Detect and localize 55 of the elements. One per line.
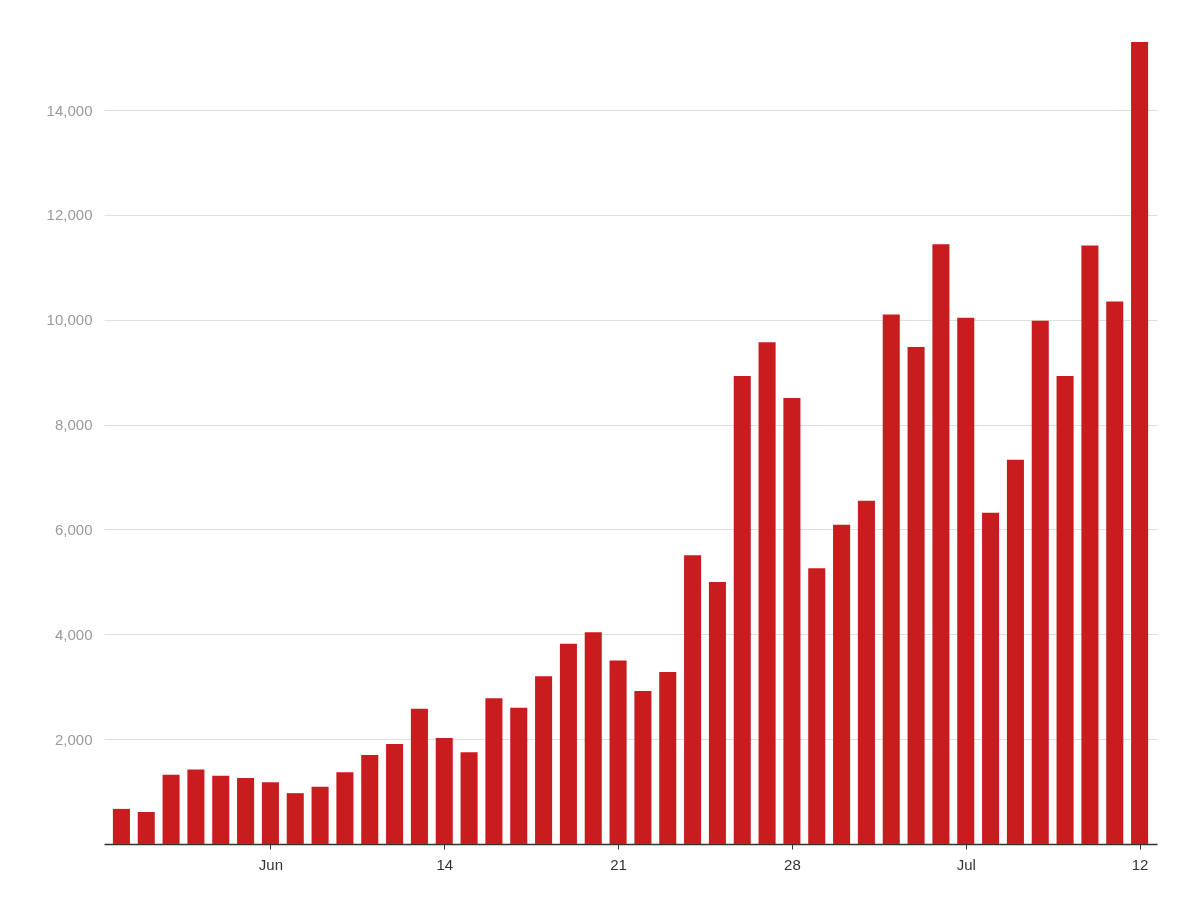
bar — [733, 375, 751, 844]
y-tick-label: 8,000 — [54, 416, 93, 434]
bar — [212, 775, 230, 844]
bar — [460, 752, 478, 844]
bar — [932, 244, 950, 844]
y-tick-label: 10,000 — [46, 311, 93, 329]
bar — [882, 314, 900, 844]
bar — [237, 777, 255, 844]
bar — [112, 808, 130, 844]
bar — [1131, 42, 1149, 844]
bar — [386, 743, 404, 844]
x-tick-label: 12 — [1131, 855, 1149, 873]
bar — [1031, 320, 1049, 844]
bar — [311, 786, 329, 844]
bar — [634, 690, 652, 844]
bar — [435, 738, 453, 844]
bar — [957, 317, 975, 844]
bar — [510, 707, 528, 844]
bar — [808, 568, 826, 844]
x-tick-label: Jul — [956, 855, 976, 873]
y-tick-label: 14,000 — [46, 101, 93, 119]
bar — [1106, 301, 1124, 844]
bar — [857, 500, 875, 844]
bar — [783, 397, 801, 844]
bar — [485, 698, 503, 844]
x-tick-label: 14 — [436, 855, 454, 873]
y-tick-label: 4,000 — [54, 625, 93, 643]
y-tick-label: 6,000 — [54, 520, 93, 538]
bar — [584, 632, 602, 844]
bar — [187, 769, 205, 844]
bar — [261, 782, 279, 844]
bar — [410, 708, 428, 844]
bar — [982, 512, 1000, 844]
bar — [1006, 459, 1024, 844]
bar — [162, 774, 180, 844]
bar — [1081, 245, 1099, 844]
x-tick-label: 28 — [784, 855, 801, 873]
y-tick-label: 12,000 — [46, 206, 93, 224]
bar — [684, 555, 702, 844]
bar — [659, 672, 677, 844]
bar — [708, 581, 726, 844]
bar — [286, 793, 304, 844]
bar — [336, 772, 354, 844]
x-tick-label: Jun — [258, 855, 284, 873]
bar — [1056, 375, 1074, 844]
x-tick-label: 21 — [610, 855, 627, 873]
bar — [361, 754, 379, 844]
bar — [609, 660, 627, 844]
bar — [758, 342, 776, 844]
bar — [137, 812, 155, 844]
bar — [907, 347, 925, 844]
bar — [559, 643, 577, 844]
bar — [535, 676, 553, 844]
y-tick-label: 2,000 — [54, 730, 93, 748]
bar — [833, 524, 851, 844]
